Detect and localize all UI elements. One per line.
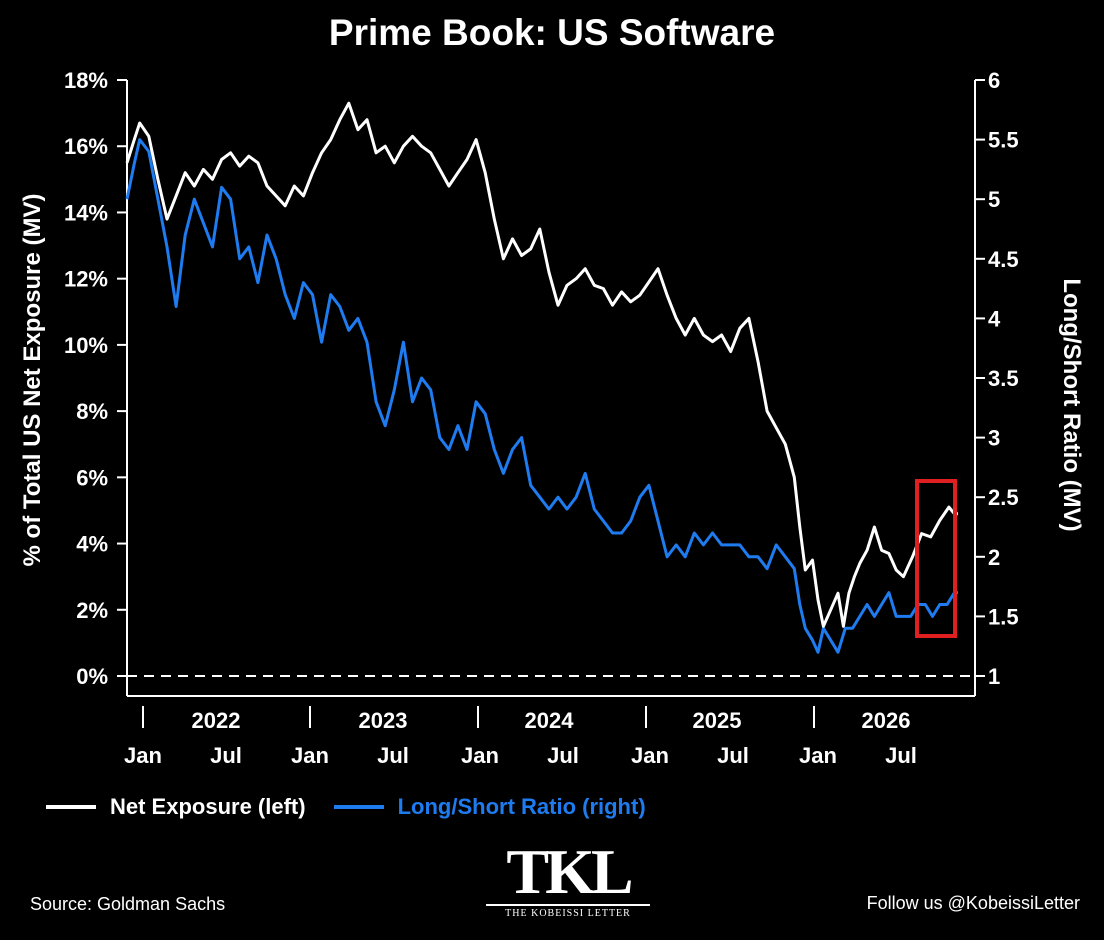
left-axis-ticks: 0% 2% 4% 6% 8% 10% 12% 14% 16% 18% — [64, 68, 127, 689]
logo-subtitle: THE KOBEISSI LETTER — [505, 908, 631, 919]
right-axis-label: Long/Short Ratio (MV) — [1058, 278, 1085, 531]
chart-legend: Net Exposure (left) Long/Short Ratio (ri… — [46, 790, 674, 824]
left-tick-label: 6% — [76, 465, 108, 490]
month-label: Jan — [461, 743, 499, 768]
month-label: Jan — [291, 743, 329, 768]
long-short-ratio-line — [125, 138, 958, 654]
right-tick-label: 5 — [988, 187, 1000, 212]
legend-swatch-long-short — [333, 805, 384, 809]
net-exposure-line — [125, 101, 958, 628]
month-label: Jan — [799, 743, 837, 768]
chart-svg: 0% 2% 4% 6% 8% 10% 12% 14% 16% 18% 1 1.5 2 2.5 3 3.5 4 4… — [19, 68, 1085, 768]
legend-label-net-exposure: Net Exposure (left) — [110, 794, 306, 819]
left-tick-label: 18% — [64, 68, 108, 93]
year-label: 2022 — [192, 708, 241, 733]
right-tick-label: 3.5 — [988, 366, 1019, 391]
left-tick-label: 8% — [76, 399, 108, 424]
chart-title: Prime Book: US Software — [328, 12, 776, 53]
legend-item-net-exposure: Net Exposure (left) — [46, 794, 306, 820]
chart-series — [125, 101, 958, 654]
month-label: Jul — [210, 743, 242, 768]
month-label: Jul — [547, 743, 579, 768]
year-label: 2026 — [862, 708, 911, 733]
year-label: 2024 — [525, 708, 575, 733]
right-tick-label: 5.5 — [988, 128, 1019, 153]
left-axis-label: % of Total US Net Exposure (MV) — [19, 194, 46, 567]
logo-mark: TKL — [506, 836, 633, 907]
source-note: Source: Goldman Sachs — [30, 894, 226, 914]
logo: TKL THE KOBEISSI LETTER — [480, 840, 656, 924]
logo-rule — [486, 904, 650, 906]
month-label: Jan — [631, 743, 669, 768]
right-axis-ticks: 1 1.5 2 2.5 3 3.5 4 4.5 5 5.5 6 — [975, 68, 1019, 689]
month-label: Jul — [377, 743, 409, 768]
right-tick-label: 6 — [988, 68, 1000, 93]
legend-label-long-short: Long/Short Ratio (right) — [397, 794, 646, 819]
month-label: Jan — [124, 743, 162, 768]
right-tick-label: 1.5 — [988, 604, 1019, 629]
right-tick-label: 2.5 — [988, 485, 1019, 510]
year-label: 2023 — [359, 708, 408, 733]
month-label: Jul — [717, 743, 749, 768]
right-tick-label: 3 — [988, 426, 1000, 451]
left-tick-label: 4% — [76, 532, 108, 557]
right-tick-label: 1 — [988, 664, 1000, 689]
year-label: 2025 — [693, 708, 742, 733]
left-tick-label: 16% — [64, 134, 108, 159]
left-tick-label: 14% — [64, 200, 108, 225]
left-tick-label: 10% — [64, 333, 108, 358]
chart-axes — [126, 80, 976, 697]
x-axis-ticks: 2022 2023 2024 2025 2026 Jan Jul Jan Jul Jan Jul Ja… — [124, 706, 917, 768]
left-tick-label: 2% — [76, 598, 108, 623]
legend-item-long-short: Long/Short Ratio (right) — [333, 794, 646, 820]
follow-note: Follow us @KobeissiLetter — [866, 893, 1080, 913]
legend-swatch-net-exposure — [46, 805, 96, 809]
highlight-box — [915, 479, 957, 638]
right-tick-label: 2 — [988, 545, 1000, 570]
left-tick-label: 12% — [64, 267, 108, 292]
right-tick-label: 4 — [988, 306, 1001, 331]
right-tick-label: 4.5 — [988, 247, 1019, 272]
left-tick-label: 0% — [76, 664, 108, 689]
month-label: Jul — [885, 743, 917, 768]
